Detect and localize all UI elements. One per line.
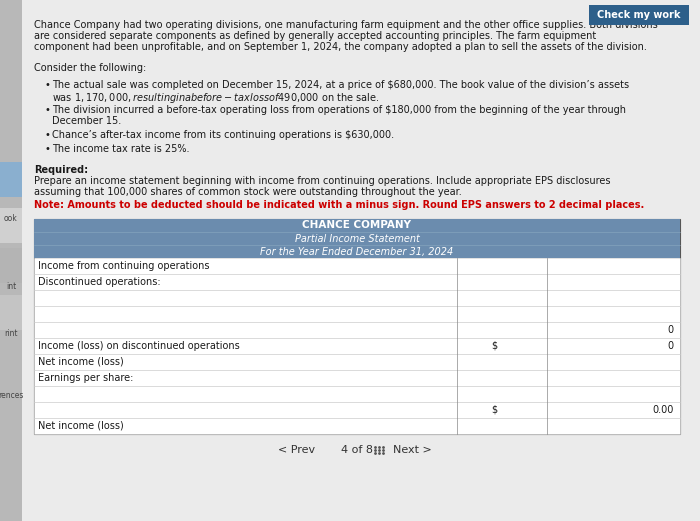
Bar: [0, 0, 22, 521]
Text: December 15.: December 15.: [52, 116, 121, 126]
Text: •: •: [44, 80, 50, 90]
Text: 0.00: 0.00: [652, 405, 674, 415]
Bar: [34, 354, 680, 370]
Text: Note: Amounts to be deducted should be indicated with a minus sign. Round EPS an: Note: Amounts to be deducted should be i…: [34, 200, 644, 210]
Text: The income tax rate is 25%.: The income tax rate is 25%.: [52, 144, 190, 154]
Text: rint: rint: [4, 329, 18, 338]
Bar: [34, 338, 680, 354]
Text: •: •: [44, 105, 50, 115]
Text: 0: 0: [668, 341, 674, 351]
Text: Net income (loss): Net income (loss): [38, 421, 124, 431]
Text: Income from continuing operations: Income from continuing operations: [38, 261, 209, 271]
Bar: [589, 5, 689, 25]
Text: Net income (loss): Net income (loss): [38, 357, 124, 367]
Bar: [0, 295, 22, 330]
Text: Discontinued operations:: Discontinued operations:: [38, 277, 160, 287]
Bar: [34, 306, 680, 322]
Bar: [0, 248, 22, 283]
Text: Chance Company had two operating divisions, one manufacturing farm equipment and: Chance Company had two operating divisio…: [34, 20, 658, 30]
Bar: [34, 370, 680, 386]
Text: Consider the following:: Consider the following:: [34, 63, 146, 73]
Bar: [34, 232, 680, 245]
Text: ook: ook: [4, 214, 18, 224]
Text: 0: 0: [668, 325, 674, 335]
Text: are considered separate components as defined by generally accepted accounting p: are considered separate components as de…: [34, 31, 596, 41]
Text: 4 of 8: 4 of 8: [341, 445, 373, 455]
Text: Earnings per share:: Earnings per share:: [38, 373, 134, 383]
Text: CHANCE COMPANY: CHANCE COMPANY: [302, 220, 412, 230]
Text: Prepare an income statement beginning with income from continuing operations. In: Prepare an income statement beginning wi…: [34, 176, 610, 186]
Text: The division incurred a before-tax operating loss from operations of $180,000 fr: The division incurred a before-tax opera…: [52, 105, 626, 115]
Text: $: $: [491, 405, 497, 415]
Text: Next >: Next >: [393, 445, 431, 455]
Text: For the Year Ended December 31, 2024: For the Year Ended December 31, 2024: [260, 246, 454, 256]
Bar: [34, 219, 680, 434]
Text: Check my work: Check my work: [597, 10, 680, 20]
Text: •: •: [44, 130, 50, 140]
Text: Income (loss) on discontinued operations: Income (loss) on discontinued operations: [38, 341, 239, 351]
Text: int: int: [6, 282, 16, 291]
Bar: [34, 219, 680, 232]
Text: assuming that 100,000 shares of common stock were outstanding throughout the yea: assuming that 100,000 shares of common s…: [34, 187, 462, 197]
Bar: [34, 402, 680, 418]
Text: Chance’s after-tax income from its continuing operations is $630,000.: Chance’s after-tax income from its conti…: [52, 130, 394, 140]
Bar: [34, 258, 680, 274]
Text: < Prev: < Prev: [279, 445, 316, 455]
Text: $: $: [491, 341, 497, 351]
Bar: [34, 274, 680, 290]
Bar: [34, 322, 680, 338]
Bar: [34, 418, 680, 434]
Bar: [34, 290, 680, 306]
Bar: [34, 386, 680, 402]
Text: rences: rences: [0, 391, 24, 401]
Bar: [0, 208, 22, 243]
Bar: [0, 162, 22, 197]
Bar: [34, 245, 680, 258]
Text: Partial Income Statement: Partial Income Statement: [295, 233, 419, 243]
Text: •: •: [44, 144, 50, 154]
Text: component had been unprofitable, and on September 1, 2024, the company adopted a: component had been unprofitable, and on …: [34, 42, 647, 52]
Text: was $1,170,000, resulting in a before-tax loss of $490,000 on the sale.: was $1,170,000, resulting in a before-ta…: [52, 91, 379, 105]
Text: The actual sale was completed on December 15, 2024, at a price of $680,000. The : The actual sale was completed on Decembe…: [52, 80, 629, 90]
Text: Required:: Required:: [34, 165, 88, 175]
